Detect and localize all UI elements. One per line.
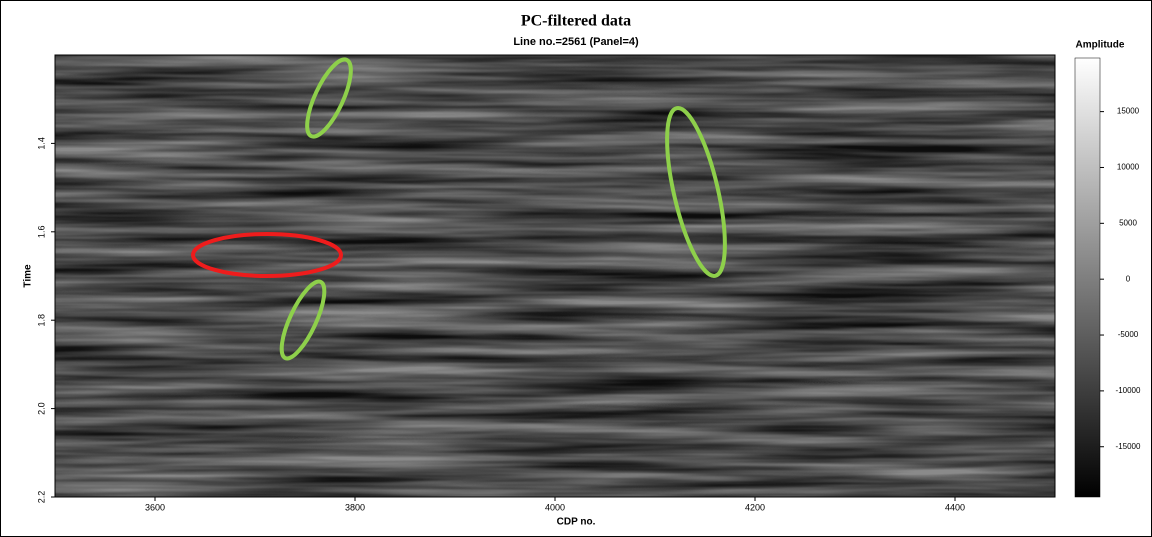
x-tick-label: 3800 bbox=[345, 502, 365, 512]
y-axis-label: Time bbox=[23, 264, 34, 288]
x-tick-label: 3600 bbox=[145, 502, 165, 512]
colorbar-tick-label: -15000 bbox=[1116, 442, 1141, 451]
annotations bbox=[191, 57, 727, 361]
chart-subtitle: Line no.=2561 (Panel=4) bbox=[513, 36, 639, 48]
chart-title: PC-filtered data bbox=[521, 13, 631, 30]
colorbar-tick-label: 10000 bbox=[1117, 163, 1140, 172]
y-tick-label: 1.4 bbox=[36, 137, 46, 150]
x-tick-label: 4400 bbox=[945, 502, 965, 512]
x-tick-label: 4000 bbox=[545, 502, 565, 512]
plot-image bbox=[55, 55, 1055, 497]
y-tick-label: 2.2 bbox=[36, 491, 46, 504]
colorbar-tick-label: 0 bbox=[1126, 274, 1131, 283]
colorbar-tick-label: -5000 bbox=[1118, 330, 1139, 339]
x-tick-label: 4200 bbox=[745, 502, 765, 512]
colorbar-tick-label: 5000 bbox=[1119, 218, 1137, 227]
colorbar-label: Amplitude bbox=[1076, 40, 1125, 51]
y-tick-label: 2.0 bbox=[36, 402, 46, 415]
colorbar bbox=[1074, 57, 1101, 498]
x-axis-label: CDP no. bbox=[557, 517, 596, 528]
colorbar-tick-label: 15000 bbox=[1117, 107, 1140, 116]
y-tick-label: 1.8 bbox=[36, 314, 46, 327]
y-tick-label: 1.6 bbox=[36, 226, 46, 239]
colorbar-tick-label: -10000 bbox=[1116, 386, 1141, 395]
